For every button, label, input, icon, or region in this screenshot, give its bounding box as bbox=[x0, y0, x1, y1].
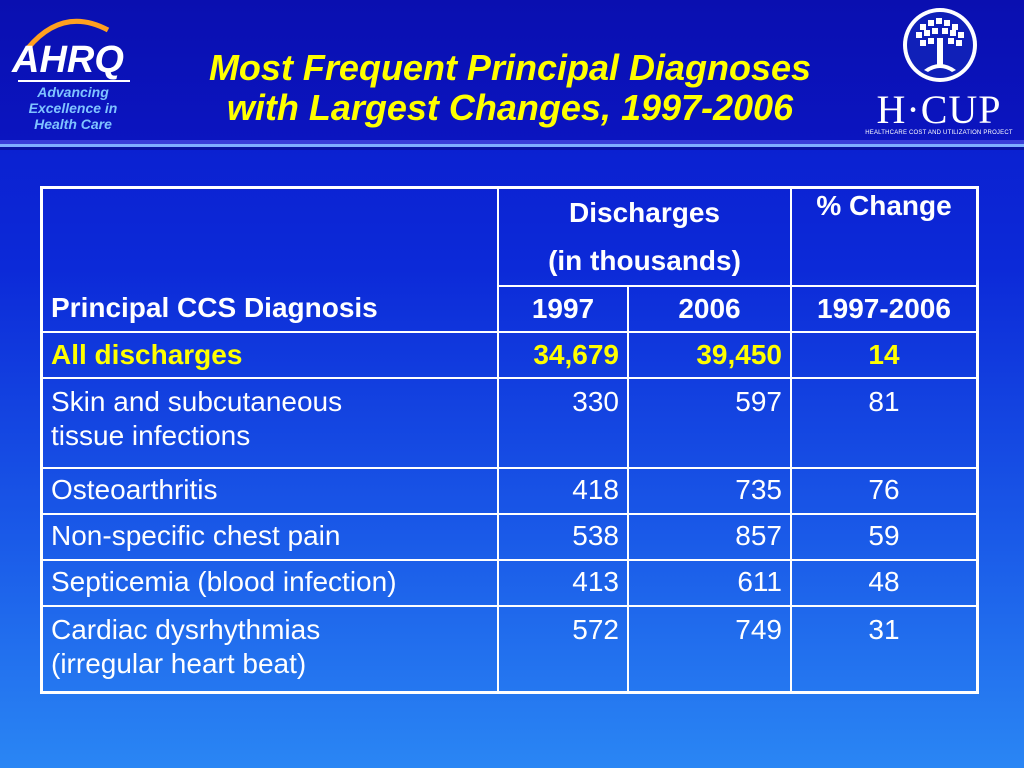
ahrq-tagline: Advancing Excellence in Health Care bbox=[8, 84, 138, 132]
row-value-1997: 538 bbox=[497, 513, 629, 561]
row-label-line2: (irregular heart beat) bbox=[51, 648, 307, 679]
row-label: Non-specific chest pain bbox=[40, 513, 499, 561]
header-discharges: Discharges (in thousands) bbox=[497, 186, 792, 287]
row-label: Osteoarthritis bbox=[40, 467, 499, 515]
header-discharges-line2: (in thousands) bbox=[548, 245, 741, 276]
header-year-1997: 1997 bbox=[497, 285, 629, 333]
ahrq-tagline-2: Excellence in bbox=[28, 100, 118, 116]
row-value-1997: 572 bbox=[497, 605, 629, 694]
row-value-2006: 857 bbox=[627, 513, 792, 561]
ahrq-arc-icon: AHRQ bbox=[11, 18, 124, 81]
table-year-row: 1997 2006 1997-2006 bbox=[42, 285, 979, 333]
diagnoses-table: Principal CCS Diagnosis Discharges (in t… bbox=[40, 186, 979, 694]
row-label: Septicemia (blood infection) bbox=[40, 559, 499, 607]
table-header-row: Principal CCS Diagnosis Discharges (in t… bbox=[40, 186, 979, 333]
row-pct-change: 81 bbox=[790, 377, 979, 469]
row-label-line1: Skin and subcutaneous bbox=[51, 386, 343, 417]
slide-title-line2: with Largest Changes, 1997-2006 bbox=[226, 87, 794, 128]
row-label: All discharges bbox=[40, 331, 499, 379]
ahrq-wordmark: AHRQ bbox=[11, 39, 124, 80]
row-pct-change: 48 bbox=[790, 559, 979, 607]
row-pct-change: 14 bbox=[790, 331, 979, 379]
table-row: Cardiac dysrhythmias (irregular heart be… bbox=[40, 605, 979, 694]
row-pct-change: 31 bbox=[790, 605, 979, 694]
row-value-2006: 611 bbox=[627, 559, 792, 607]
slide-title-line1: Most Frequent Principal Diagnoses bbox=[208, 47, 812, 88]
hcup-subtitle: HEALTHCARE COST AND UTILIZATION PROJECT bbox=[865, 130, 1013, 136]
row-value-2006: 597 bbox=[627, 377, 792, 469]
slide-title: Most Frequent Principal Diagnoses with L… bbox=[160, 48, 860, 128]
header-year-2006: 2006 bbox=[627, 285, 792, 333]
row-value-1997: 413 bbox=[497, 559, 629, 607]
header-divider-shadow bbox=[0, 147, 1024, 150]
table-row: Non-specific chest pain 538 857 59 bbox=[40, 513, 979, 561]
ahrq-tagline-1: Advancing bbox=[37, 84, 109, 100]
row-label-line2: tissue infections bbox=[51, 420, 251, 451]
row-value-1997: 330 bbox=[497, 377, 629, 469]
hcup-logo: H·CUP HEALTHCARE COST AND UTILIZATION PR… bbox=[864, 4, 1014, 138]
ahrq-tagline-3: Health Care bbox=[34, 116, 112, 132]
row-pct-change: 76 bbox=[790, 467, 979, 515]
table-row-all-discharges: All discharges 34,679 39,450 14 bbox=[40, 331, 979, 379]
row-label: Skin and subcutaneous tissue infections bbox=[40, 377, 499, 469]
table-row: Skin and subcutaneous tissue infections … bbox=[40, 377, 979, 469]
row-pct-change: 59 bbox=[790, 513, 979, 561]
hcup-tree-icon bbox=[903, 8, 977, 82]
row-value-1997: 34,679 bbox=[497, 331, 629, 379]
row-value-1997: 418 bbox=[497, 467, 629, 515]
header-pct-change: % Change bbox=[790, 186, 979, 287]
row-label-line1: Cardiac dysrhythmias bbox=[51, 614, 321, 645]
header-discharges-line1: Discharges bbox=[569, 197, 720, 228]
hcup-wordmark: H·CUP bbox=[876, 87, 1002, 132]
table-row: Osteoarthritis 418 735 76 bbox=[40, 467, 979, 515]
header-divider-highlight bbox=[0, 144, 1024, 147]
table-row: Septicemia (blood infection) 413 611 48 bbox=[40, 559, 979, 607]
row-value-2006: 735 bbox=[627, 467, 792, 515]
header-divider bbox=[0, 140, 1024, 144]
ahrq-divider bbox=[18, 80, 130, 82]
header-pct-range: 1997-2006 bbox=[790, 285, 979, 333]
row-value-2006: 749 bbox=[627, 605, 792, 694]
ahrq-logo: AHRQ Advancing Excellence in Health Care bbox=[8, 8, 138, 136]
row-label: Cardiac dysrhythmias (irregular heart be… bbox=[40, 605, 499, 694]
header-diagnosis: Principal CCS Diagnosis bbox=[40, 186, 499, 333]
header-bar bbox=[0, 0, 1024, 142]
row-value-2006: 39,450 bbox=[627, 331, 792, 379]
